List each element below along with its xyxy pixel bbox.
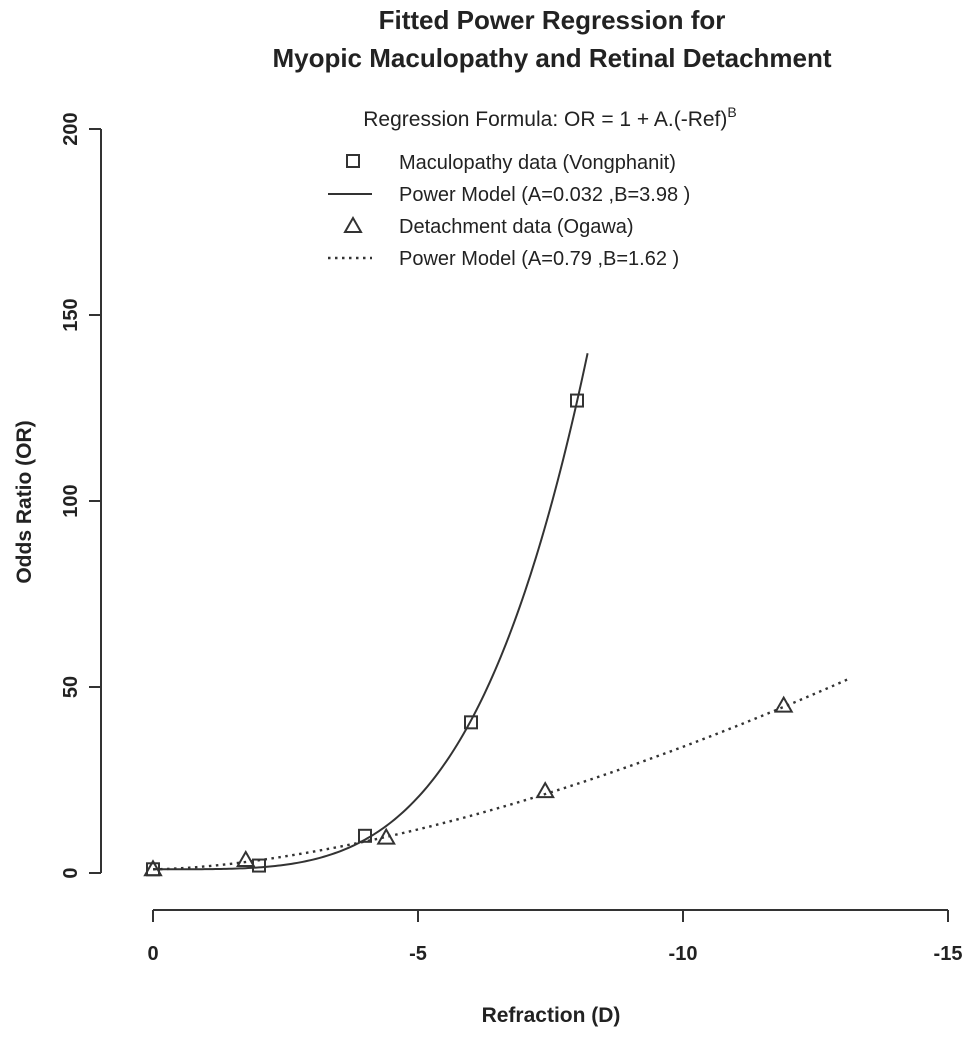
legend: Maculopathy data (Vongphanit) Power Model… — [328, 152, 690, 270]
legend-label: Power Model (A=0.032 ,B=3.98 ) — [399, 184, 690, 206]
legend-triangle-icon — [343, 215, 363, 233]
detachment-data-point — [376, 827, 396, 845]
chart-subtitle: Regression Formula: OR = 1 + A.(-Ref)B — [363, 104, 736, 131]
chart-title-line2: Myopic Maculopathy and Retinal Detachmen… — [272, 43, 831, 73]
detachment-data-point — [773, 695, 794, 713]
maculopathy-data-point — [570, 393, 584, 408]
legend-square-icon — [346, 154, 360, 168]
chart-title-line1: Fitted Power Regression for — [379, 5, 726, 35]
legend-label: Detachment data (Ogawa) — [399, 216, 634, 238]
legend-label: Power Model (A=0.79 ,B=1.62 ) — [399, 248, 679, 270]
x-tick-label: -10 — [669, 943, 698, 965]
legend-label: Maculopathy data (Vongphanit) — [399, 152, 676, 174]
detachment-data-point — [535, 781, 555, 799]
detachment-data-point — [236, 849, 256, 867]
x-axis-label: Refraction (D) — [482, 1004, 621, 1027]
subtitle-exponent: B — [727, 104, 736, 120]
maculopathy-data-point — [464, 715, 478, 730]
subtitle-formula: Regression Formula: OR = 1 + A.(-Ref) — [363, 108, 727, 131]
y-tick-label: 100 — [60, 484, 82, 517]
y-tick-label: 50 — [60, 676, 82, 698]
x-tick-label: -5 — [409, 943, 427, 965]
maculopathy-power-model-curve — [153, 353, 589, 871]
x-tick-label: 0 — [147, 943, 158, 965]
x-tick-label: -15 — [934, 943, 963, 965]
y-axis-label: Odds Ratio (OR) — [13, 420, 36, 583]
plot-area: 0 -5 -10 -15 0 50 100 150 200 — [60, 112, 962, 965]
y-tick-label: 200 — [60, 112, 82, 145]
detachment-power-model-curve — [152, 678, 848, 871]
y-tick-label: 0 — [60, 867, 82, 878]
y-tick-label: 150 — [60, 298, 82, 331]
detachment-data-point — [143, 859, 163, 877]
